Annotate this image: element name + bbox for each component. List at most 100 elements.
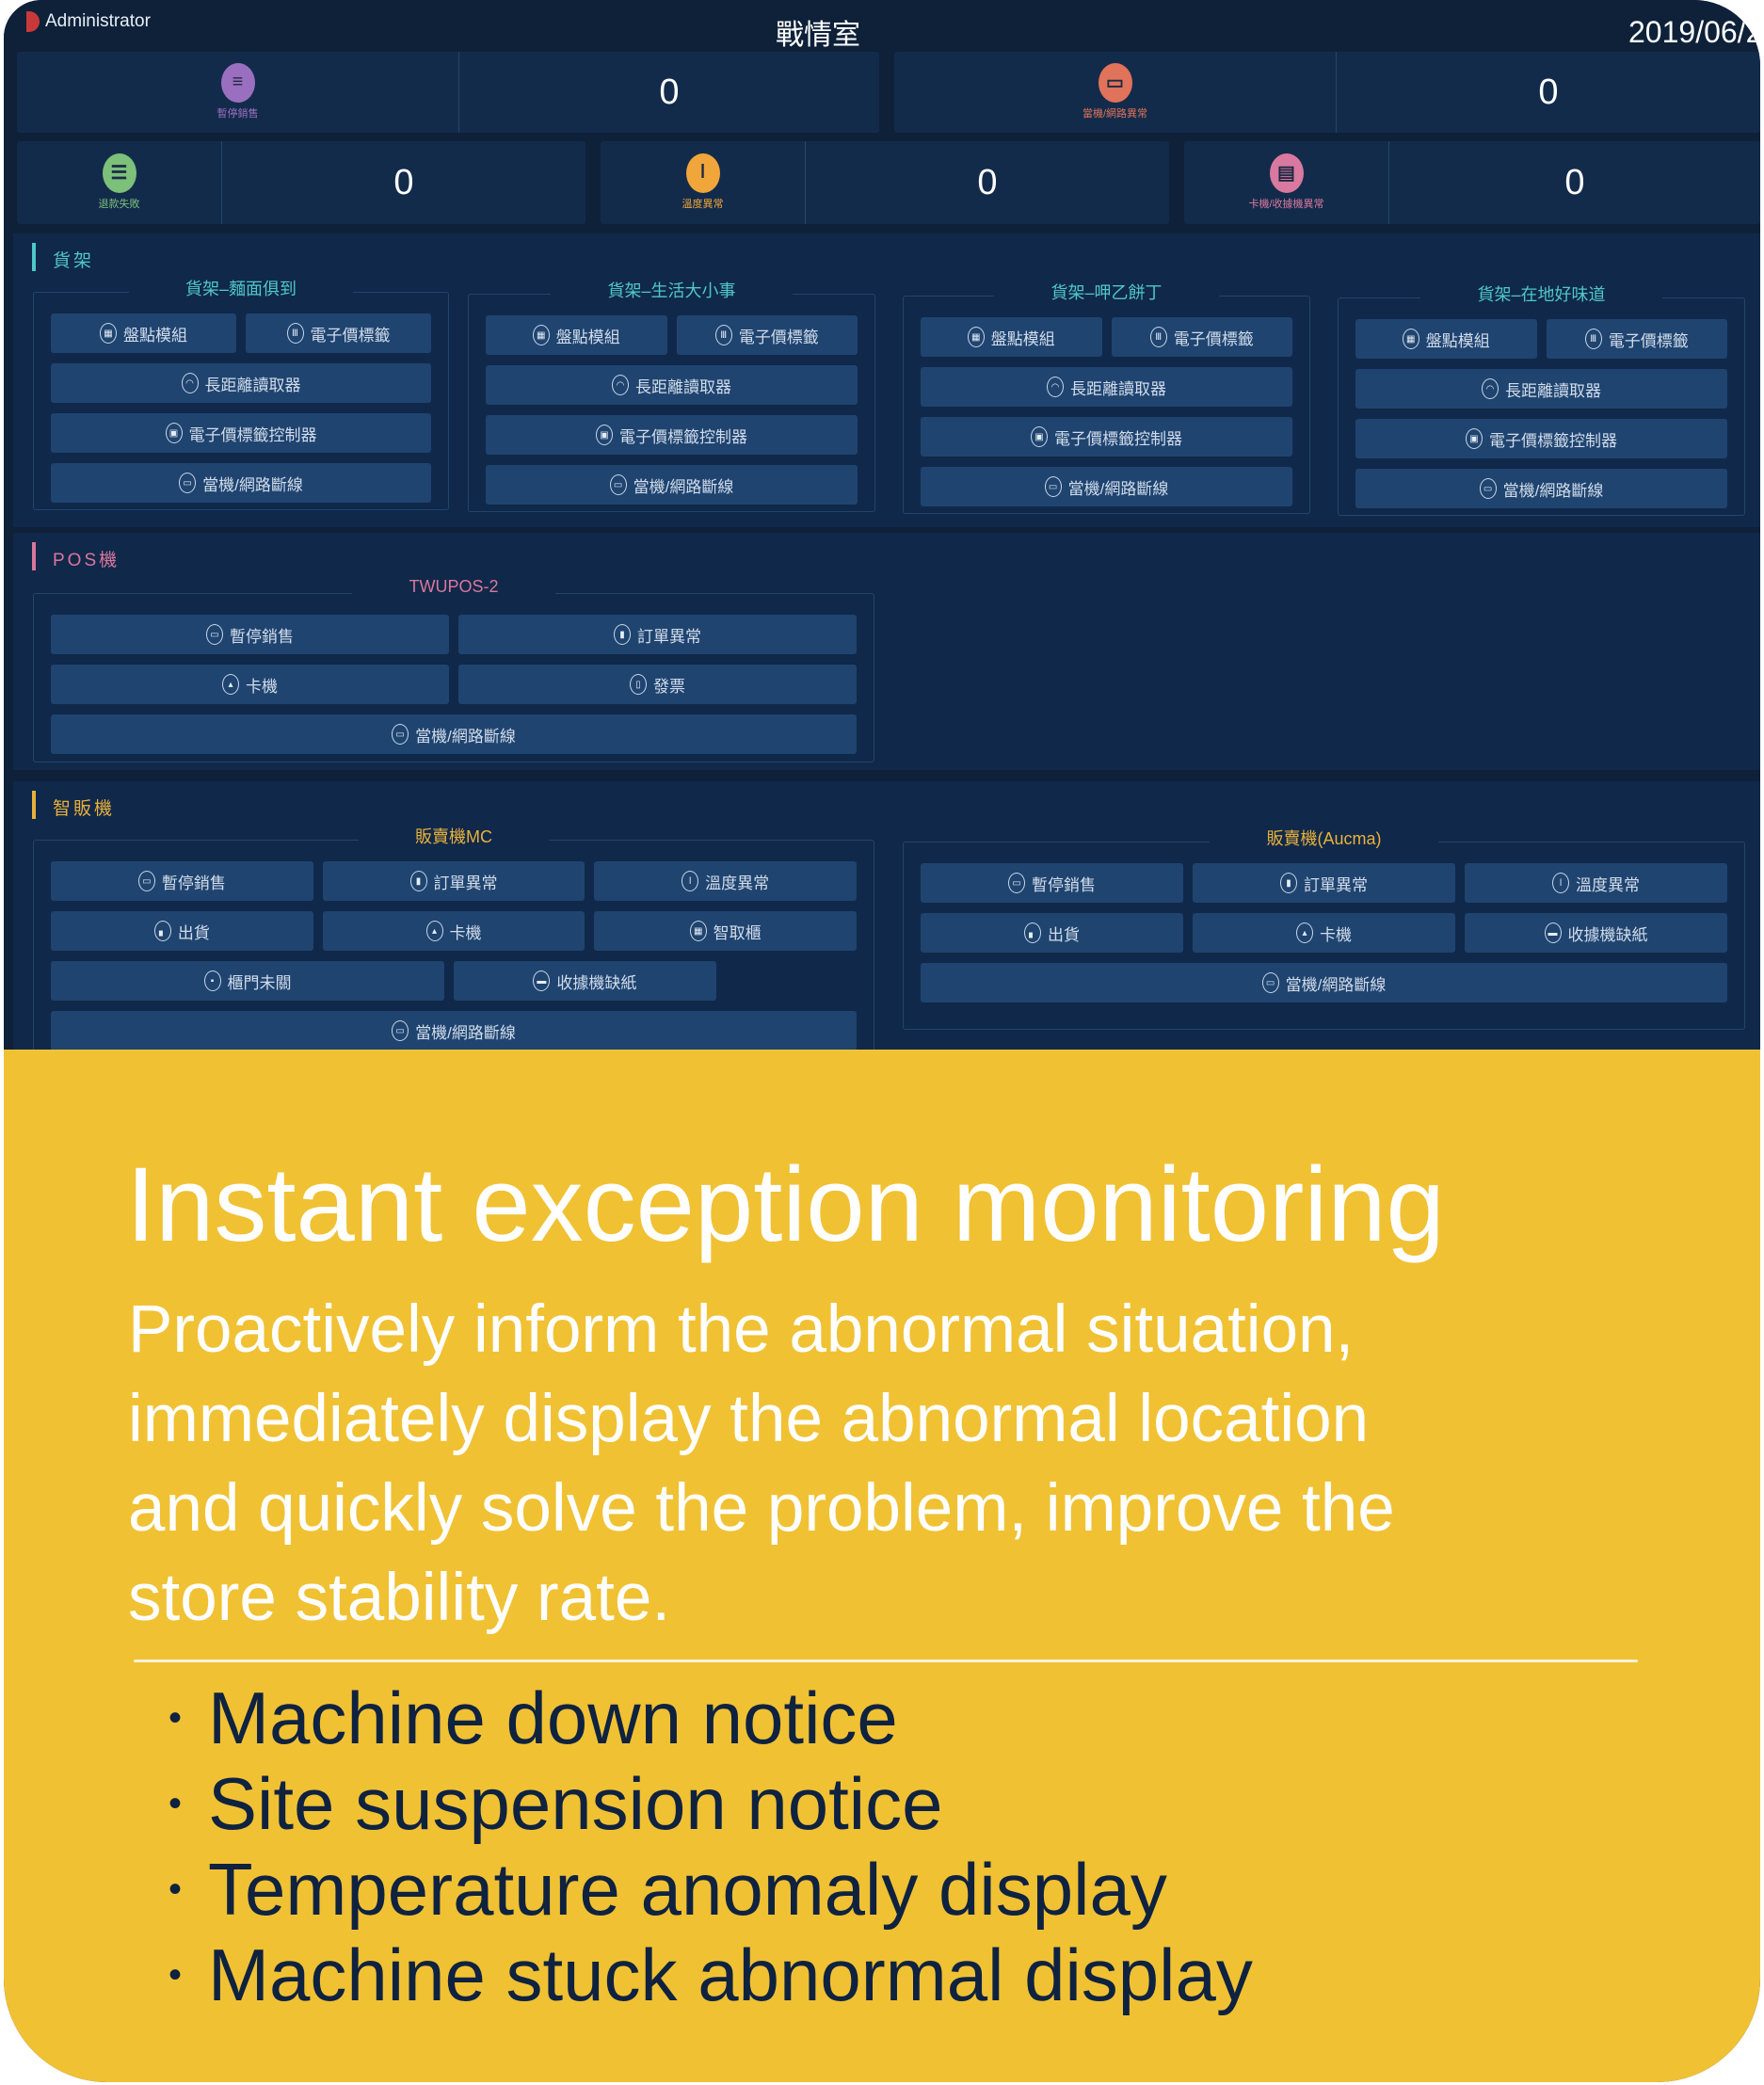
section-pos: POS機 TWUPOS-2 ▭ 暫停銷售 ▮ 訂單異常 ▴ 卡機 ▯ 發票 ▭ 當機/網路斷線 bbox=[13, 533, 1760, 770]
bullet-icon: • bbox=[168, 1868, 183, 1910]
tag-icon: Ⅲ bbox=[286, 323, 304, 344]
device-panel: 販賣機(Aucma) ▭ 暫停銷售 ▮ 訂單異常 ǀ 溫度異常 ▖ 出貨 ▴ 卡機 ▬ 收據機缺紙 ▭ 當機… bbox=[903, 829, 1745, 1030]
status-button[interactable]: ▦ 盤點模組 bbox=[486, 315, 667, 355]
button-row: ▦ 盤點模組 Ⅲ 電子價標籤 bbox=[921, 317, 1292, 357]
button-label: 盤點模組 bbox=[123, 326, 187, 345]
stat-card[interactable]: ▤ 卡機/收據機異常 0 bbox=[1184, 141, 1760, 224]
status-button[interactable]: Ⅲ 電子價標籤 bbox=[246, 313, 431, 353]
status-button[interactable]: ▮ 訂單異常 bbox=[458, 615, 857, 654]
status-button[interactable]: ▭ 當機/網路斷線 bbox=[51, 1011, 857, 1051]
status-button[interactable]: Ⅲ 電子價標籤 bbox=[676, 315, 858, 355]
button-label: 卡機 bbox=[246, 677, 278, 696]
tag-icon: Ⅲ bbox=[1149, 327, 1167, 347]
button-label: 當機/網路斷線 bbox=[1502, 481, 1604, 500]
user-name: Administrator bbox=[45, 11, 151, 31]
status-button[interactable]: ▴ 卡機 bbox=[1193, 913, 1455, 953]
status-button[interactable]: ▦ 盤點模組 bbox=[921, 317, 1102, 357]
status-button[interactable]: ▪ 櫃門未關 bbox=[51, 961, 444, 1001]
status-button[interactable]: ▭ 暫停銷售 bbox=[921, 863, 1183, 903]
status-button[interactable]: ◠ 長距離讀取器 bbox=[486, 365, 858, 405]
button-label: 卡機 bbox=[449, 923, 482, 942]
status-button[interactable]: ▭ 暫停銷售 bbox=[51, 615, 449, 654]
monitor-icon: ▭ bbox=[1008, 873, 1025, 893]
jam-icon: ▴ bbox=[1296, 922, 1313, 943]
button-label: 櫃門未關 bbox=[227, 973, 292, 992]
panel-title: 貨架–生活大小事 bbox=[469, 278, 874, 302]
stat-label: 暫停銷售 bbox=[216, 107, 259, 120]
status-button[interactable]: ▴ 卡機 bbox=[51, 665, 449, 704]
button-row: ▭ 當機/網路斷線 bbox=[486, 465, 858, 505]
user-menu[interactable]: Administrator bbox=[26, 11, 151, 32]
status-button[interactable]: ▬ 收據機缺紙 bbox=[1465, 913, 1727, 953]
status-button[interactable]: ▴ 卡機 bbox=[322, 911, 585, 951]
order-icon: ▮ bbox=[409, 871, 427, 891]
status-button[interactable]: ▯ 發票 bbox=[458, 665, 857, 704]
status-button[interactable]: ǀ 溫度異常 bbox=[1465, 863, 1727, 903]
feature-text: Temperature anomaly display bbox=[208, 1848, 1167, 1931]
monitor-icon: ▭ bbox=[392, 1020, 409, 1041]
device-panel: 貨架–生活大小事 ▦ 盤點模組 Ⅲ 電子價標籤 ◠ 長距離讀取器 ▣ 電子價標籤控制器 ▭ 當機/網… bbox=[468, 281, 875, 512]
device-panel: 貨架–呷乙餅丁 ▦ 盤點模組 Ⅲ 電子價標籤 ◠ 長距離讀取器 ▣ 電子價標籤控制器 ▭ 當機/網路… bbox=[903, 283, 1310, 514]
status-button[interactable]: ▭ 當機/網路斷線 bbox=[486, 465, 858, 505]
status-button[interactable]: ▣ 電子價標籤控制器 bbox=[1355, 419, 1727, 458]
status-button[interactable]: ▭ 當機/網路斷線 bbox=[1355, 469, 1727, 508]
status-button[interactable]: ▣ 電子價標籤控制器 bbox=[486, 415, 858, 455]
status-button[interactable]: ▭ 當機/網路斷線 bbox=[921, 963, 1727, 1002]
button-label: 暫停銷售 bbox=[230, 627, 294, 646]
controller-icon: ▣ bbox=[596, 425, 613, 445]
panel-title: 貨架–麵面俱到 bbox=[34, 276, 448, 300]
status-button[interactable]: ▭ 當機/網路斷線 bbox=[921, 467, 1292, 506]
status-button[interactable]: Ⅲ 電子價標籤 bbox=[1546, 319, 1727, 359]
status-button[interactable]: ▦ 盤點模組 bbox=[51, 313, 236, 353]
button-row: ▖ 出貨 ▴ 卡機 ▦ 智取櫃 bbox=[51, 911, 858, 951]
logo-icon bbox=[26, 11, 40, 32]
status-button[interactable]: ▭ 當機/網路斷線 bbox=[51, 463, 431, 503]
button-grid: ▦ 盤點模組 Ⅲ 電子價標籤 ◠ 長距離讀取器 ▣ 電子價標籤控制器 ▭ 當機/網路斷線 bbox=[51, 313, 431, 503]
stat-card[interactable]: ▭ 當機/網路異常 0 bbox=[894, 52, 1760, 133]
status-button[interactable]: ▦ 盤點模組 bbox=[1355, 319, 1537, 359]
status-button[interactable]: ▬ 收據機缺紙 bbox=[454, 961, 716, 1001]
button-row: ▦ 盤點模組 Ⅲ 電子價標籤 bbox=[51, 313, 431, 353]
button-label: 長距離讀取器 bbox=[635, 377, 731, 396]
stat-card[interactable]: ☰ 退款失敗 0 bbox=[17, 141, 585, 224]
status-button[interactable]: ▦ 智取櫃 bbox=[594, 911, 858, 951]
status-button[interactable]: ◠ 長距離讀取器 bbox=[1355, 369, 1727, 409]
stat-value: 0 bbox=[1564, 162, 1585, 202]
inventory-icon: ▦ bbox=[532, 325, 550, 345]
status-button[interactable]: ▭ 暫停銷售 bbox=[51, 861, 313, 901]
button-label: 盤點模組 bbox=[1425, 331, 1490, 350]
status-button[interactable]: ▖ 出貨 bbox=[51, 911, 313, 951]
status-button[interactable]: ▣ 電子價標籤控制器 bbox=[921, 417, 1292, 457]
button-row: ◠ 長距離讀取器 bbox=[921, 367, 1292, 407]
status-button[interactable]: ▮ 訂單異常 bbox=[322, 861, 585, 901]
feature-item: • Machine down notice bbox=[168, 1676, 1253, 1761]
feature-text: Site suspension notice bbox=[208, 1762, 943, 1845]
door-icon: ▪ bbox=[203, 970, 221, 991]
button-label: 長距離讀取器 bbox=[1070, 379, 1166, 398]
panel-title-text: 貨架–呷乙餅丁 bbox=[994, 283, 1219, 302]
button-row: ▖ 出貨 ▴ 卡機 ▬ 收據機缺紙 bbox=[921, 913, 1727, 953]
status-button[interactable]: ▭ 當機/網路斷線 bbox=[51, 714, 857, 754]
status-button[interactable]: ▮ 訂單異常 bbox=[1193, 863, 1455, 903]
status-button[interactable]: ▖ 出貨 bbox=[921, 913, 1183, 953]
button-label: 當機/網路斷線 bbox=[415, 727, 516, 746]
thermometer-icon: ǀ bbox=[685, 152, 720, 193]
promo-panel: Instant exception monitoring Proactively… bbox=[4, 1050, 1760, 2082]
status-button[interactable]: ▣ 電子價標籤控制器 bbox=[51, 413, 431, 453]
button-row: ▭ 暫停銷售 ▮ 訂單異常 bbox=[51, 615, 857, 654]
panel-title-text: 販賣機(Aucma) bbox=[1210, 829, 1438, 848]
button-label: 電子價標籤控制器 bbox=[619, 427, 747, 446]
status-button[interactable]: ǀ 溫度異常 bbox=[594, 861, 858, 901]
status-button[interactable]: ◠ 長距離讀取器 bbox=[921, 367, 1292, 407]
date: 2019/06/2 bbox=[1628, 15, 1760, 49]
controller-icon: ▣ bbox=[1031, 426, 1048, 447]
thermometer-icon: ǀ bbox=[682, 871, 699, 891]
inventory-icon: ▦ bbox=[967, 327, 985, 347]
controller-icon: ▣ bbox=[165, 423, 183, 443]
button-label: 訂單異常 bbox=[433, 874, 498, 892]
status-button[interactable]: Ⅲ 電子價標籤 bbox=[1111, 317, 1292, 357]
status-button[interactable]: ◠ 長距離讀取器 bbox=[51, 363, 431, 403]
stat-card[interactable]: ǀ 溫度異常 0 bbox=[601, 141, 1169, 224]
button-label: 盤點模組 bbox=[555, 328, 620, 346]
stat-card[interactable]: ≡ 暫停銷售 0 bbox=[17, 52, 879, 133]
